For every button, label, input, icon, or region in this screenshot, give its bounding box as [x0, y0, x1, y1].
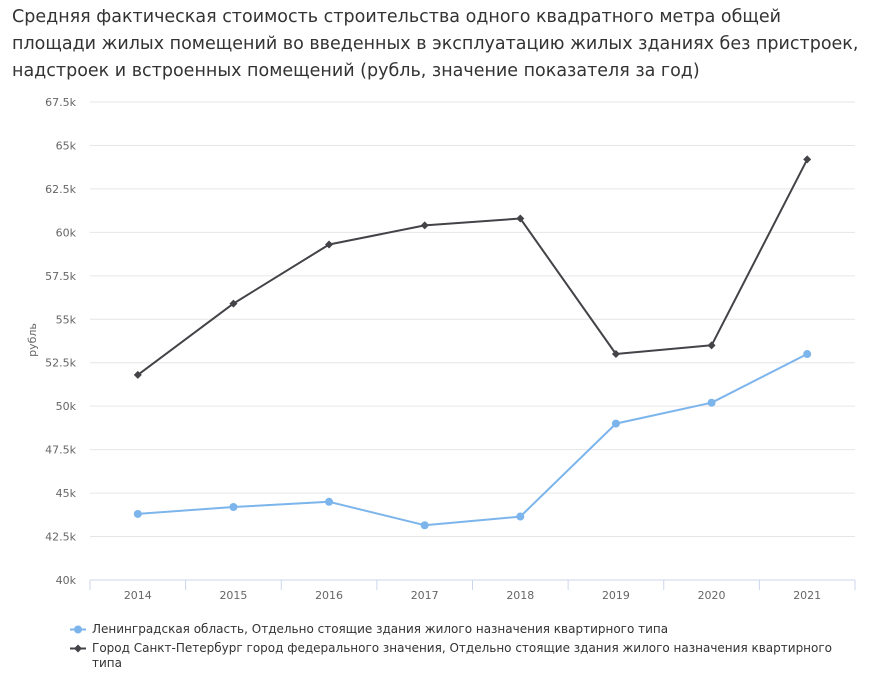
- data-point[interactable]: [420, 221, 429, 230]
- x-tick-label: 2020: [698, 589, 726, 602]
- data-point[interactable]: [707, 341, 716, 350]
- x-tick-label: 2017: [411, 589, 439, 602]
- data-point[interactable]: [707, 398, 716, 407]
- chart-title: Средняя фактическая стоимость строительс…: [12, 7, 859, 81]
- y-tick-label: 55k: [56, 313, 77, 326]
- x-tick-label: 2015: [219, 589, 247, 602]
- series-line-1: [137, 158, 809, 376]
- series-layer: [133, 155, 812, 530]
- data-point[interactable]: [229, 299, 238, 308]
- data-point[interactable]: [133, 509, 142, 518]
- x-tick-label: 2019: [602, 589, 630, 602]
- x-tick-label: 2016: [315, 589, 343, 602]
- data-point[interactable]: [420, 521, 429, 530]
- y-tick-label: 60k: [56, 226, 77, 239]
- y-tick-label: 67.5k: [45, 96, 76, 109]
- data-point[interactable]: [229, 502, 238, 511]
- y-tick-label: 62.5k: [45, 183, 76, 196]
- y-axis: 40k 42.5k 45k 47.5k 50k 52.5k 55k 57.5k 60k 62.5k…: [45, 96, 76, 587]
- data-point[interactable]: [803, 350, 812, 359]
- y-tick-label: 40k: [56, 574, 77, 587]
- y-tick-label: 65k: [56, 139, 77, 152]
- data-point[interactable]: [611, 350, 620, 359]
- legend-label: Город Санкт-Петербург город федерального…: [92, 641, 833, 670]
- x-tick-label: 2021: [793, 589, 821, 602]
- y-tick-label: 45k: [56, 487, 77, 500]
- data-point[interactable]: [516, 512, 525, 521]
- legend-marker-icon: [70, 644, 86, 653]
- data-point[interactable]: [516, 214, 525, 223]
- legend-label: Ленинградская область, Отдельно стоящие …: [92, 622, 669, 636]
- data-point[interactable]: [611, 419, 620, 428]
- data-point[interactable]: [803, 155, 812, 164]
- y-tick-label: 42.5k: [45, 531, 76, 544]
- x-axis: 2014 2015 2016 2017 2018 2019 2020 2021: [89, 579, 856, 602]
- legend-marker-icon: [70, 625, 86, 634]
- x-tick-label: 2014: [124, 589, 152, 602]
- data-point[interactable]: [325, 497, 334, 506]
- legend-item-0[interactable]: Ленинградская область, Отдельно стоящие …: [70, 622, 860, 637]
- data-point[interactable]: [133, 370, 142, 379]
- y-tick-label: 50k: [56, 400, 77, 413]
- legend: Ленинградская область, Отдельно стоящие …: [70, 622, 860, 675]
- y-axis-label: рубль: [26, 323, 39, 357]
- series-line-0: [137, 353, 808, 527]
- y-tick-label: 47.5k: [45, 444, 76, 457]
- x-tick-label: 2018: [506, 589, 534, 602]
- legend-item-1[interactable]: Город Санкт-Петербург город федерального…: [70, 641, 860, 671]
- y-tick-label: 57.5k: [45, 270, 76, 283]
- data-point[interactable]: [325, 240, 334, 249]
- y-tick-label: 52.5k: [45, 357, 76, 370]
